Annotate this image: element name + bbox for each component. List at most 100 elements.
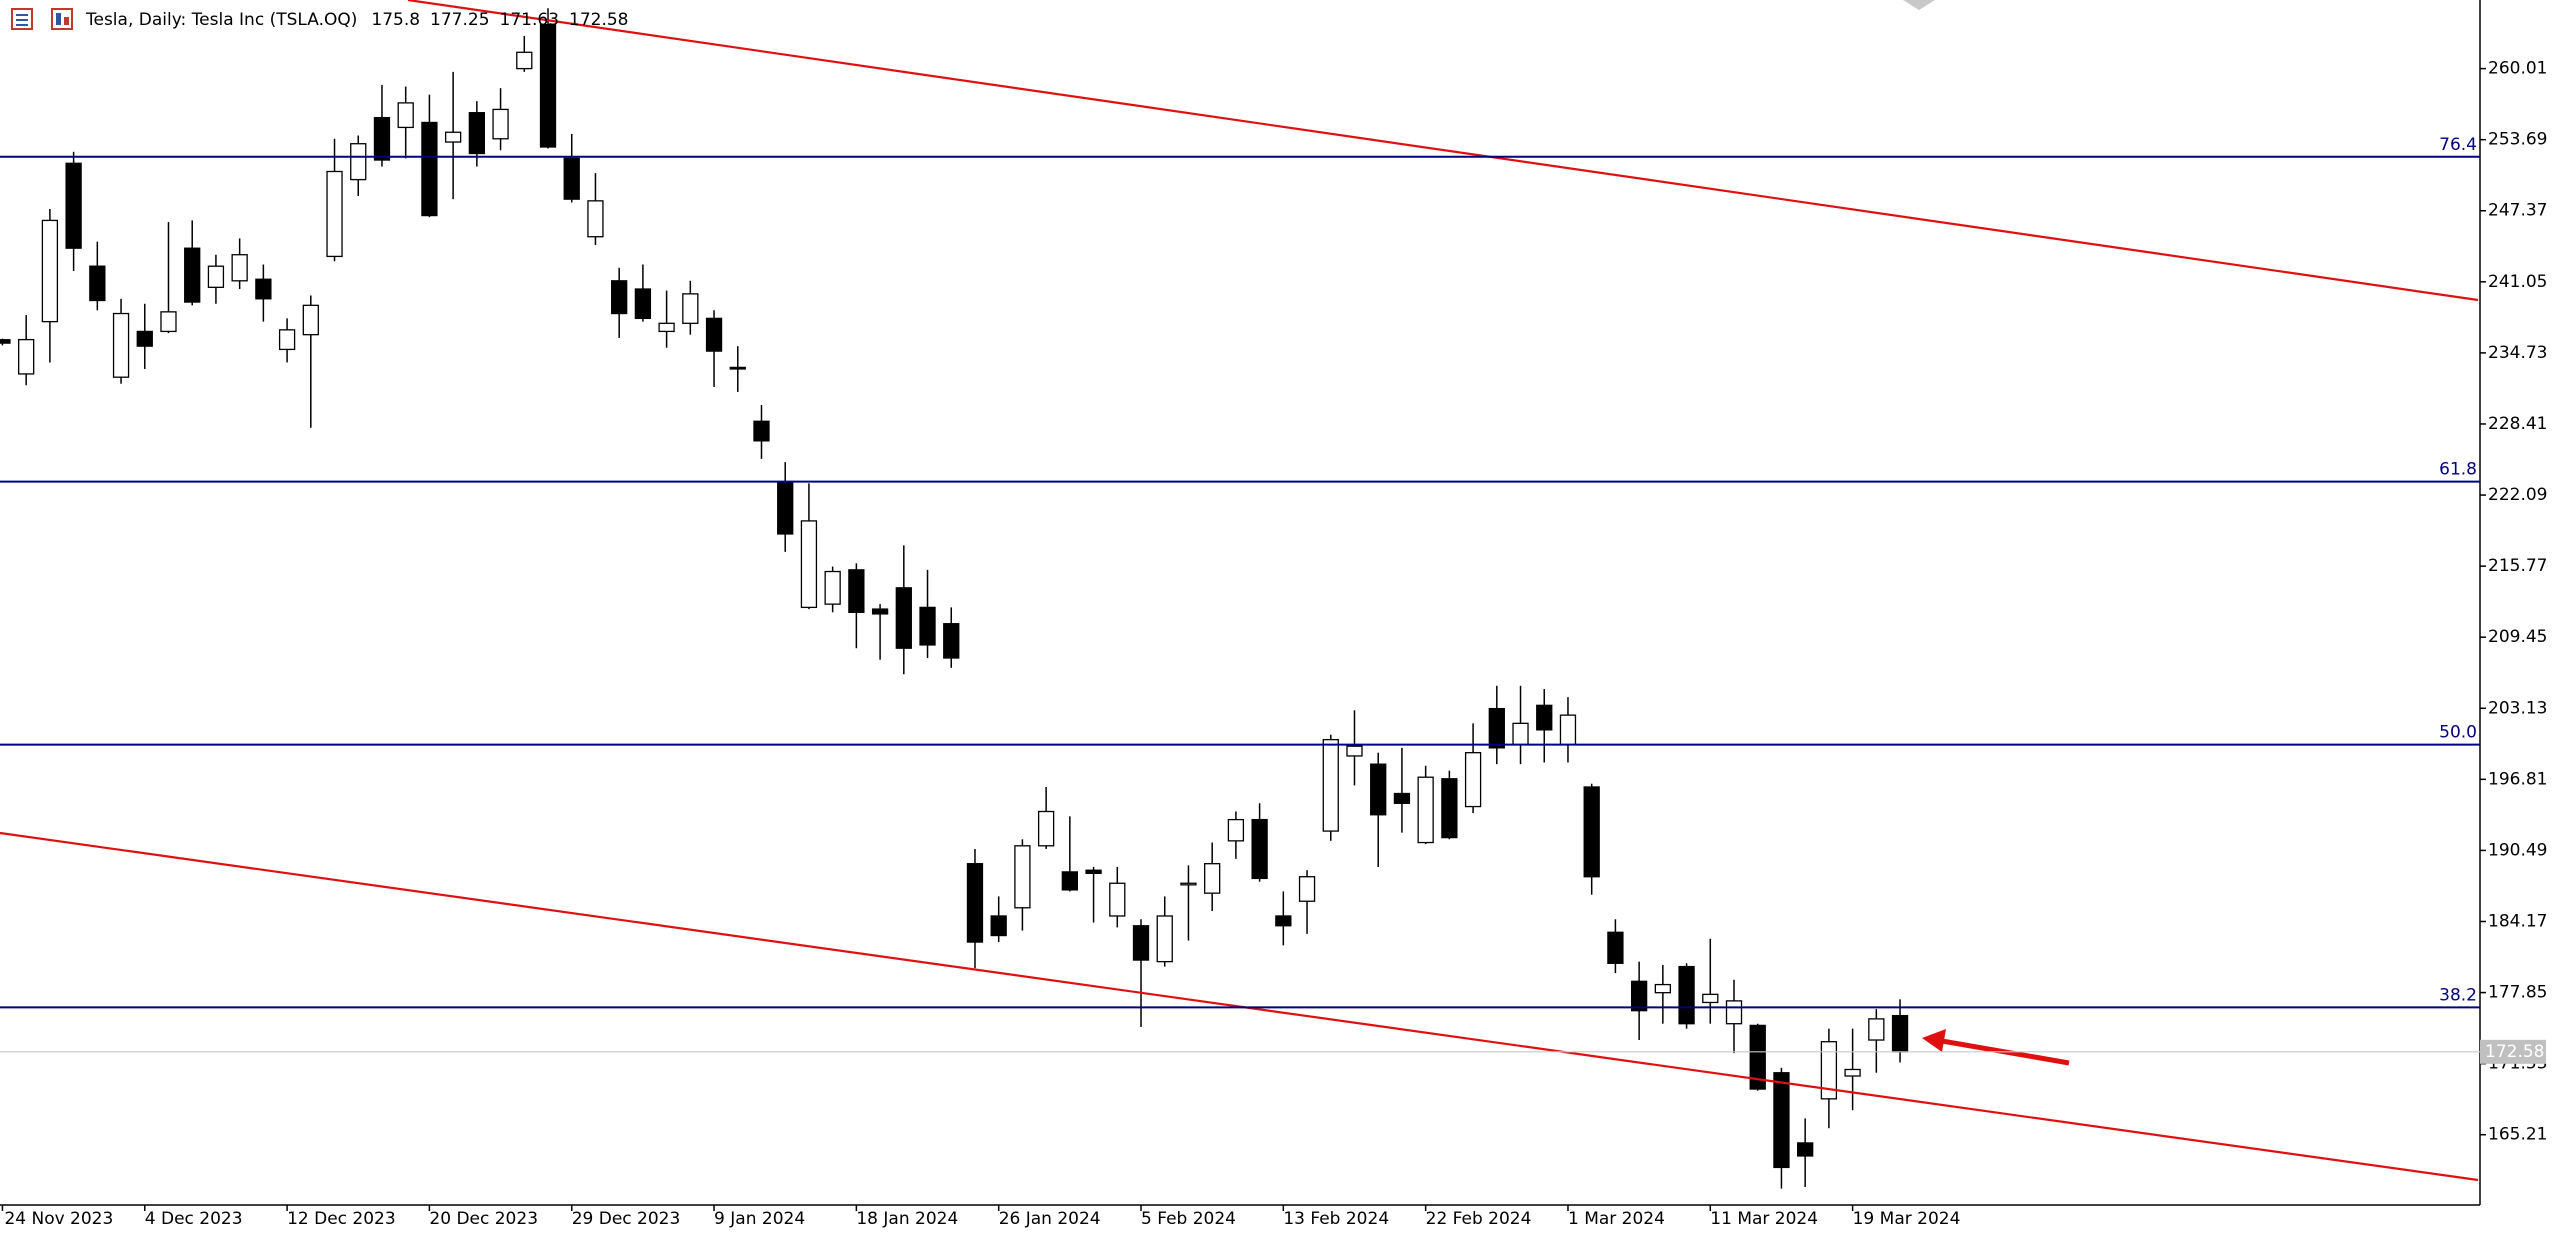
candle-body: [1370, 763, 1387, 816]
candle-body: [824, 570, 841, 605]
candle-body: [1322, 738, 1339, 832]
candle-body: [160, 311, 177, 333]
candle-body: [1180, 882, 1197, 886]
icon-bar: [64, 17, 69, 25]
candle-body: [1536, 704, 1553, 731]
candle-body: [539, 23, 557, 148]
candle-body: [326, 170, 343, 258]
x-tick-label: 13 Feb 2024: [1283, 1209, 1389, 1229]
candle-body: [1797, 1142, 1814, 1157]
candle-body: [966, 863, 984, 943]
x-tick-label: 1 Mar 2024: [1568, 1209, 1665, 1229]
x-tick-label: 12 Dec 2023: [287, 1209, 396, 1229]
candle-body: [18, 338, 35, 375]
candle-body: [255, 278, 272, 300]
candle-body: [302, 304, 319, 336]
header-close: 172.58: [569, 10, 628, 30]
candle-body: [65, 162, 82, 249]
candle-body: [1607, 931, 1624, 964]
y-tick-label: 253.69: [2488, 130, 2547, 150]
candle-body: [41, 219, 59, 323]
candle-body: [184, 247, 201, 303]
price-label: 172.58: [2485, 1042, 2544, 1062]
candle-body: [1559, 714, 1577, 746]
candle-body: [990, 915, 1007, 937]
candle-body: [112, 312, 130, 378]
y-tick-label: 196.81: [2488, 769, 2547, 789]
fib-label: 38.2: [2439, 985, 2477, 1005]
header-high: 177.25: [430, 10, 489, 30]
candle-body: [1583, 786, 1600, 878]
fib-label: 61.8: [2439, 460, 2477, 480]
candle-body: [136, 330, 153, 347]
candle-body: [848, 569, 865, 613]
candle-body: [611, 280, 628, 315]
x-tick-label: 24 Nov 2023: [4, 1209, 113, 1229]
candle-body: [705, 317, 723, 352]
candle-body: [1227, 818, 1245, 842]
x-tick-label: 9 Jan 2024: [714, 1209, 805, 1229]
candle-body: [1346, 745, 1363, 757]
x-tick-label: 26 Jan 2024: [999, 1209, 1101, 1229]
candle-body: [397, 102, 414, 129]
candle-body: [1109, 882, 1126, 917]
candle-body: [1275, 915, 1292, 927]
candle-body: [587, 200, 604, 238]
candle-body: [278, 329, 296, 351]
y-tick-label: 234.73: [2488, 343, 2547, 363]
candle-body: [1749, 1024, 1766, 1090]
chart-title: Tesla, Daily: Tesla Inc (TSLA.OQ): [85, 10, 357, 30]
icon-bar: [56, 13, 61, 25]
candle-body: [1204, 863, 1221, 894]
y-tick-label: 190.49: [2488, 840, 2547, 860]
y-tick-label: 215.77: [2488, 556, 2547, 576]
candle-body: [1393, 792, 1411, 804]
candle-body: [895, 587, 912, 649]
header-low: 171.63: [500, 10, 559, 30]
candle-body: [800, 520, 818, 609]
candle-body: [1702, 993, 1719, 1004]
candle-body: [492, 108, 509, 140]
candle-body: [1441, 778, 1458, 839]
candle-body: [1654, 983, 1671, 994]
candle-body: [1132, 925, 1150, 961]
candle-body: [1417, 776, 1434, 844]
candle-body: [516, 51, 533, 70]
y-tick-label: 228.41: [2488, 414, 2547, 434]
y-tick-label: 222.09: [2488, 485, 2547, 505]
shift-marker: [1903, 0, 1935, 10]
x-tick-label: 22 Feb 2024: [1426, 1209, 1532, 1229]
candle-body: [1512, 722, 1529, 746]
candle-body: [0, 339, 11, 344]
candle-body: [1037, 810, 1055, 847]
candle-body: [421, 121, 438, 217]
y-tick-label: 177.85: [2488, 983, 2547, 1003]
candle-body: [350, 143, 367, 181]
candle-body: [1844, 1068, 1861, 1077]
x-tick-label: 4 Dec 2023: [145, 1209, 243, 1229]
candle-body: [871, 608, 889, 615]
header-text: Tesla, Daily: Tesla Inc (TSLA.OQ) 175.8 17…: [85, 10, 629, 30]
candle-body: [563, 157, 580, 200]
y-tick-label: 203.13: [2488, 698, 2547, 718]
candle-body: [1061, 871, 1078, 891]
candle-body: [1678, 965, 1695, 1025]
x-tick-label: 5 Feb 2024: [1141, 1209, 1236, 1229]
candle-body: [1085, 869, 1102, 875]
candle-body: [468, 112, 486, 155]
y-tick-label: 241.05: [2488, 272, 2547, 292]
candle-body: [658, 322, 675, 333]
trend-line-upper: [407, 0, 2479, 302]
price-label-box: [2480, 1039, 2546, 1064]
candle-body: [753, 420, 770, 442]
y-tick-label: 209.45: [2488, 627, 2547, 647]
candle-body: [373, 116, 391, 161]
candle-body: [444, 131, 462, 143]
candle-body: [1156, 915, 1173, 963]
candle-body: [1251, 818, 1268, 880]
candle-body: [1725, 1000, 1743, 1025]
candle-body: [1298, 876, 1316, 902]
candle-body: [682, 293, 699, 324]
